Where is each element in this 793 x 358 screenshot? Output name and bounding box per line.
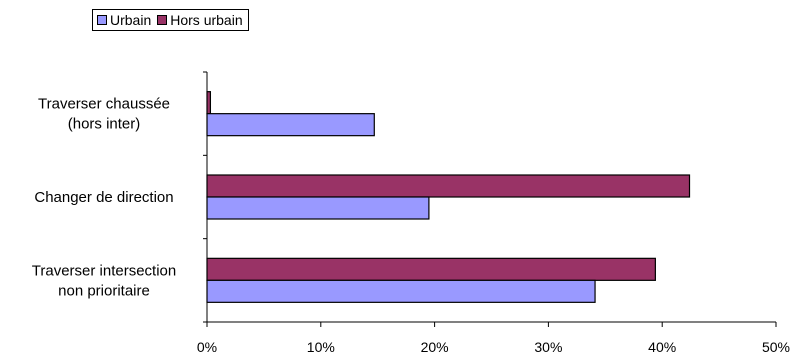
bar-urbain — [206, 279, 596, 303]
bar-hors-urbain — [206, 257, 656, 281]
category-label-line: Traverser intersection — [32, 262, 177, 279]
legend-item-hors-urbain: Hors urbain — [157, 12, 243, 28]
category-label: Traverser chaussée (hors inter) — [38, 96, 170, 133]
category-label: Traverser intersection non prioritaire — [32, 262, 177, 299]
x-tick-label: 50% — [762, 339, 790, 355]
bar-urbain — [206, 113, 375, 137]
legend-label-hors-urbain: Hors urbain — [170, 12, 243, 28]
chart-legend: Urbain Hors urbain — [92, 9, 249, 31]
legend-swatch-hors-urbain — [157, 15, 168, 25]
legend-label-urbain: Urbain — [110, 12, 152, 28]
category-label-line: Traverser chaussée — [38, 96, 170, 113]
legend-swatch-urbain — [97, 15, 107, 25]
bar-hors-urbain — [206, 174, 691, 198]
bar-urbain — [206, 196, 430, 220]
x-tick-label: 10% — [307, 339, 335, 355]
category-label: Changer de direction — [34, 189, 173, 206]
category-label-line: non prioritaire — [58, 282, 150, 299]
x-tick-label: 20% — [421, 339, 449, 355]
x-tick-label: 0% — [197, 339, 217, 355]
x-tick-label: 30% — [534, 339, 562, 355]
category-label-line: (hors inter) — [68, 116, 141, 133]
bar-hors-urbain — [206, 91, 212, 115]
legend-item-urbain: Urbain — [97, 12, 151, 28]
x-tick-label: 40% — [648, 339, 676, 355]
category-label-line: Changer de direction — [34, 189, 173, 206]
